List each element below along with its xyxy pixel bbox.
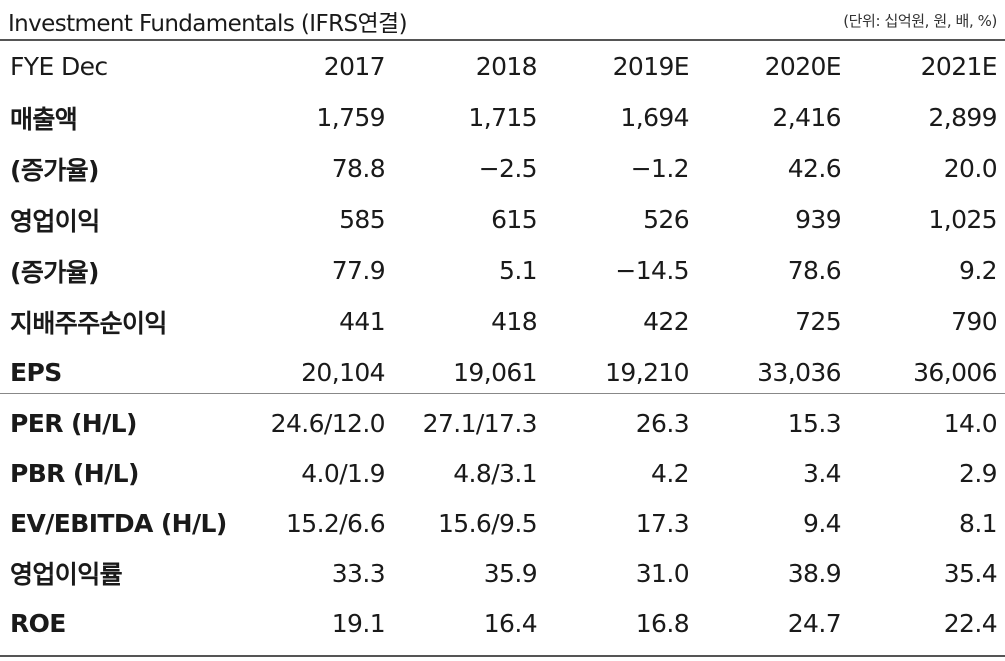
cell-value: 31.0 (635, 558, 690, 588)
cell-value: 78.6 (787, 256, 842, 285)
row-label: (증가율) (10, 155, 99, 185)
cell-value: 15.2/6.6 (285, 508, 386, 538)
year-header: 2021E (920, 52, 998, 81)
cell-value: 27.1/17.3 (422, 408, 538, 438)
table-row: EV/EBITDA (H/L) 15.2/6.6 15.6/9.5 17.3 9… (0, 498, 1005, 548)
cell-value: 14.0 (943, 408, 998, 438)
cell-value: 8.1 (959, 508, 998, 538)
bottom-rule (0, 655, 1005, 657)
header-row: FYE Dec 2017 2018 2019E 2020E 2021E (0, 41, 1005, 92)
cell-value: 77.9 (331, 256, 386, 285)
cell-value: −14.5 (615, 256, 689, 285)
cell-value: 2.9 (959, 458, 998, 488)
cell-value: 790 (951, 307, 998, 336)
cell-value: 36,006 (913, 358, 997, 387)
table-row: PER (H/L) 24.6/12.0 27.1/17.3 26.3 15.3 … (0, 398, 1005, 448)
table-row: PBR (H/L) 4.0/1.9 4.8/3.1 4.2 3.4 2.9 (0, 448, 1005, 498)
cell-value: 24.7 (787, 608, 842, 638)
year-header: 2020E (764, 52, 842, 81)
cell-value: 2,899 (928, 103, 997, 132)
row-label: PER (H/L) (10, 408, 137, 438)
table-row: 매출액 1,759 1,715 1,694 2,416 2,899 (0, 92, 1005, 143)
cell-value: 19,210 (605, 358, 689, 387)
cell-value: 20.0 (943, 154, 998, 183)
year-header: 2017 (323, 52, 386, 81)
cell-value: 33,036 (757, 358, 841, 387)
cell-value: −2.5 (478, 154, 538, 183)
cell-value: 38.9 (787, 558, 842, 588)
year-header: 2019E (612, 52, 690, 81)
cell-value: 15.6/9.5 (437, 508, 538, 538)
row-label: (증가율) (10, 257, 99, 287)
cell-value: −1.2 (630, 154, 690, 183)
cell-value: 26.3 (635, 408, 690, 438)
table-row: 영업이익 585 615 526 939 1,025 (0, 194, 1005, 245)
cell-value: 615 (491, 205, 538, 234)
cell-value: 526 (643, 205, 690, 234)
row-label: EV/EBITDA (H/L) (10, 508, 227, 538)
cell-value: 19.1 (331, 608, 386, 638)
cell-value: 35.9 (483, 558, 538, 588)
cell-value: 4.2 (651, 458, 690, 488)
table-row: 지배주주순이익 441 418 422 725 790 (0, 296, 1005, 347)
cell-value: 1,025 (928, 205, 997, 234)
table-row: ROE 19.1 16.4 16.8 24.7 22.4 (0, 598, 1005, 648)
fundamentals-table: FYE Dec 2017 2018 2019E 2020E 2021E 매출액 … (0, 41, 1005, 648)
cell-value: 35.4 (943, 558, 998, 588)
header-label: FYE Dec (10, 52, 108, 81)
row-label: PBR (H/L) (10, 458, 139, 488)
cell-value: 1,759 (316, 103, 385, 132)
row-label: 영업이익률 (10, 560, 123, 589)
cell-value: 3.4 (803, 458, 842, 488)
cell-value: 16.4 (483, 608, 538, 638)
cell-value: 422 (643, 307, 690, 336)
cell-value: 78.8 (331, 154, 386, 183)
table-row: (증가율) 77.9 5.1 −14.5 78.6 9.2 (0, 245, 1005, 296)
cell-value: 9.4 (803, 508, 842, 538)
top-rule (0, 39, 1005, 41)
row-label: 영업이익 (10, 206, 100, 236)
cell-value: 9.2 (959, 256, 998, 285)
row-label: ROE (10, 608, 66, 638)
cell-value: 19,061 (453, 358, 537, 387)
cell-value: 1,694 (620, 103, 689, 132)
cell-value: 4.8/3.1 (453, 458, 537, 488)
unit-note: (단위: 십억원, 원, 배, %) (843, 12, 997, 30)
cell-value: 33.3 (331, 558, 386, 588)
cell-value: 418 (491, 307, 538, 336)
cell-value: 42.6 (787, 154, 842, 183)
row-label: 매출액 (10, 104, 78, 134)
cell-value: 15.3 (787, 408, 842, 438)
table-title: Investment Fundamentals (IFRS연결) (8, 11, 408, 37)
cell-value: 725 (795, 307, 842, 336)
cell-value: 22.4 (943, 608, 998, 638)
cell-value: 20,104 (301, 358, 385, 387)
table-row: EPS 20,104 19,061 19,210 33,036 36,006 (0, 347, 1005, 398)
cell-value: 16.8 (635, 608, 690, 638)
year-header: 2018 (475, 52, 538, 81)
section-divider (0, 393, 1005, 394)
cell-value: 24.6/12.0 (270, 408, 386, 438)
cell-value: 2,416 (772, 103, 841, 132)
row-label: EPS (10, 358, 62, 387)
table-row: (증가율) 78.8 −2.5 −1.2 42.6 20.0 (0, 143, 1005, 194)
cell-value: 1,715 (468, 103, 537, 132)
cell-value: 4.0/1.9 (301, 458, 385, 488)
cell-value: 939 (795, 205, 842, 234)
row-label: 지배주주순이익 (10, 308, 167, 338)
title-row: Investment Fundamentals (IFRS연결) (단위: 십억… (0, 0, 1005, 38)
cell-value: 441 (339, 307, 386, 336)
cell-value: 5.1 (499, 256, 538, 285)
cell-value: 585 (339, 205, 386, 234)
cell-value: 17.3 (635, 508, 690, 538)
table-row: 영업이익률 33.3 35.9 31.0 38.9 35.4 (0, 548, 1005, 598)
